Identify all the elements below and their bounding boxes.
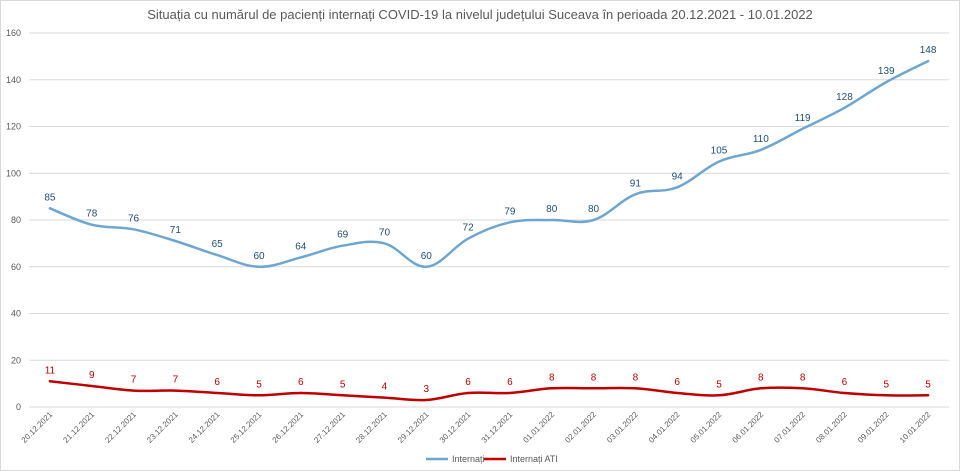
data-label: 6 xyxy=(674,377,680,388)
data-label: 5 xyxy=(883,379,889,390)
data-label: 78 xyxy=(86,209,98,220)
data-label: 80 xyxy=(588,204,600,215)
data-label: 7 xyxy=(173,375,179,386)
data-label: 4 xyxy=(382,382,388,393)
data-label: 5 xyxy=(340,379,346,390)
legend: Internați Internați ATI xyxy=(426,454,558,464)
x-tick-label: 25.12.2021 xyxy=(229,410,264,445)
data-label: 5 xyxy=(925,379,931,390)
gridlines xyxy=(29,32,949,408)
x-tick-label: 21.12.2021 xyxy=(61,410,96,445)
data-label: 6 xyxy=(507,377,513,388)
x-tick-label: 06.01.2022 xyxy=(731,410,766,445)
x-tick-label: 04.01.2022 xyxy=(647,410,682,445)
data-label: 6 xyxy=(214,377,220,388)
x-axis-ticks: 20.12.2021 21.12.2021 22.12.2021 23.12.2021… xyxy=(20,410,933,445)
y-tick-label: 40 xyxy=(11,309,21,319)
data-label: 3 xyxy=(423,384,429,395)
data-label: 8 xyxy=(591,372,597,383)
x-tick-label: 31.12.2021 xyxy=(480,410,515,445)
data-label: 8 xyxy=(549,372,555,383)
x-tick-label: 05.01.2022 xyxy=(689,410,724,445)
y-tick-label: 80 xyxy=(11,215,21,225)
x-tick-label: 01.01.2022 xyxy=(521,410,556,445)
data-label: 148 xyxy=(920,45,937,56)
data-label: 64 xyxy=(295,241,307,252)
x-tick-label: 26.12.2021 xyxy=(271,410,306,445)
data-label: 6 xyxy=(842,377,848,388)
x-tick-label: 24.12.2021 xyxy=(187,410,222,445)
x-tick-label: 23.12.2021 xyxy=(145,410,180,445)
y-tick-label: 20 xyxy=(11,355,21,365)
x-tick-label: 30.12.2021 xyxy=(438,410,473,445)
data-label: 76 xyxy=(128,213,140,224)
x-tick-label: 08.01.2022 xyxy=(814,410,849,445)
data-label: 79 xyxy=(504,206,516,217)
x-tick-label: 20.12.2021 xyxy=(20,410,55,445)
data-label: 91 xyxy=(630,178,642,189)
data-label: 8 xyxy=(633,372,639,383)
series-lines xyxy=(48,59,930,402)
x-tick-label: 07.01.2022 xyxy=(772,410,807,445)
x-tick-label: 27.12.2021 xyxy=(312,410,347,445)
data-label: 6 xyxy=(298,377,304,388)
x-tick-label: 09.01.2022 xyxy=(856,410,891,445)
y-tick-label: 60 xyxy=(11,262,21,272)
y-tick-label: 140 xyxy=(6,75,21,85)
x-tick-label: 02.01.2022 xyxy=(563,410,598,445)
y-tick-label: 120 xyxy=(6,122,21,132)
data-label: 85 xyxy=(44,192,56,203)
data-label: 8 xyxy=(758,372,764,383)
x-tick-label: 03.01.2022 xyxy=(605,410,640,445)
chart-title: Situația cu numărul de pacienți internaț… xyxy=(147,7,813,22)
y-tick-label: 160 xyxy=(6,28,21,38)
data-label: 105 xyxy=(711,146,728,157)
data-label: 9 xyxy=(89,370,95,381)
y-tick-label: 100 xyxy=(6,168,21,178)
data-label: 71 xyxy=(170,225,182,236)
data-label: 7 xyxy=(131,375,137,386)
y-tick-label: 0 xyxy=(16,402,21,412)
data-label: 65 xyxy=(212,239,224,250)
data-label: 94 xyxy=(672,171,684,182)
data-label: 119 xyxy=(795,113,811,124)
legend-entry: Internați xyxy=(452,454,485,464)
data-label: 60 xyxy=(421,251,433,262)
x-tick-label: 29.12.2021 xyxy=(396,410,431,445)
series-line-internati xyxy=(48,59,930,269)
data-label: 11 xyxy=(45,365,56,376)
x-tick-label: 22.12.2021 xyxy=(103,410,138,445)
data-label: 80 xyxy=(546,204,558,215)
data-label: 5 xyxy=(256,379,262,390)
series-line-internati-ati xyxy=(48,380,930,402)
data-label: 5 xyxy=(716,379,722,390)
data-label: 128 xyxy=(836,92,853,103)
x-tick-label: 28.12.2021 xyxy=(354,410,389,445)
y-axis-ticks: 0 20 40 60 80 100 120 140 160 xyxy=(6,28,21,412)
data-label: 72 xyxy=(463,223,475,234)
data-label: 110 xyxy=(753,134,769,145)
data-label: 70 xyxy=(379,227,391,238)
data-label: 69 xyxy=(337,230,349,241)
data-label: 139 xyxy=(878,66,895,77)
x-tick-label: 10.01.2022 xyxy=(898,410,933,445)
data-label: 60 xyxy=(253,251,265,262)
legend-entry: Internați ATI xyxy=(510,454,558,464)
data-label: 6 xyxy=(465,377,471,388)
data-label: 8 xyxy=(800,372,806,383)
